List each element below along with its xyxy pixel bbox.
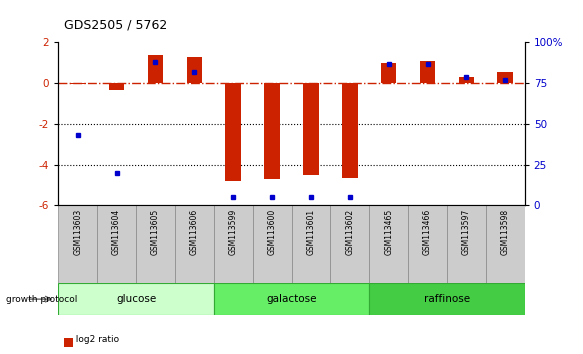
Text: GSM113601: GSM113601 bbox=[307, 209, 315, 255]
Text: GSM113606: GSM113606 bbox=[190, 209, 199, 256]
Text: GDS2505 / 5762: GDS2505 / 5762 bbox=[64, 19, 167, 32]
Text: GSM113598: GSM113598 bbox=[501, 209, 510, 255]
Bar bbox=[381, 63, 396, 83]
Text: GSM113605: GSM113605 bbox=[151, 209, 160, 256]
Bar bbox=[369, 283, 525, 315]
Bar bbox=[226, 83, 241, 181]
Text: GSM113466: GSM113466 bbox=[423, 209, 432, 256]
Bar bbox=[408, 205, 447, 283]
Bar bbox=[420, 61, 436, 83]
Bar bbox=[369, 205, 408, 283]
Bar bbox=[292, 205, 331, 283]
Text: raffinose: raffinose bbox=[424, 294, 470, 304]
Bar bbox=[175, 205, 214, 283]
Text: growth protocol: growth protocol bbox=[6, 295, 77, 304]
Text: GSM113465: GSM113465 bbox=[384, 209, 393, 256]
Text: GSM113602: GSM113602 bbox=[345, 209, 354, 255]
Text: GSM113603: GSM113603 bbox=[73, 209, 82, 256]
Bar bbox=[58, 283, 214, 315]
Bar bbox=[486, 205, 525, 283]
Bar bbox=[342, 83, 357, 178]
Text: GSM113604: GSM113604 bbox=[112, 209, 121, 256]
Bar bbox=[70, 83, 86, 84]
Text: log2 ratio: log2 ratio bbox=[70, 335, 119, 344]
Bar bbox=[303, 83, 319, 175]
Bar bbox=[497, 72, 513, 83]
Bar bbox=[214, 283, 369, 315]
Bar bbox=[97, 205, 136, 283]
Bar bbox=[264, 83, 280, 179]
Text: GSM113600: GSM113600 bbox=[268, 209, 276, 256]
Bar bbox=[331, 205, 369, 283]
Bar bbox=[459, 77, 474, 83]
Text: GSM113599: GSM113599 bbox=[229, 209, 238, 256]
Bar bbox=[187, 57, 202, 83]
Bar bbox=[252, 205, 292, 283]
Bar bbox=[136, 205, 175, 283]
Text: GSM113597: GSM113597 bbox=[462, 209, 471, 256]
Bar bbox=[147, 55, 163, 83]
Bar bbox=[58, 205, 97, 283]
Bar bbox=[214, 205, 252, 283]
Bar bbox=[109, 83, 124, 90]
Bar bbox=[447, 205, 486, 283]
Text: glucose: glucose bbox=[116, 294, 156, 304]
Text: galactose: galactose bbox=[266, 294, 317, 304]
